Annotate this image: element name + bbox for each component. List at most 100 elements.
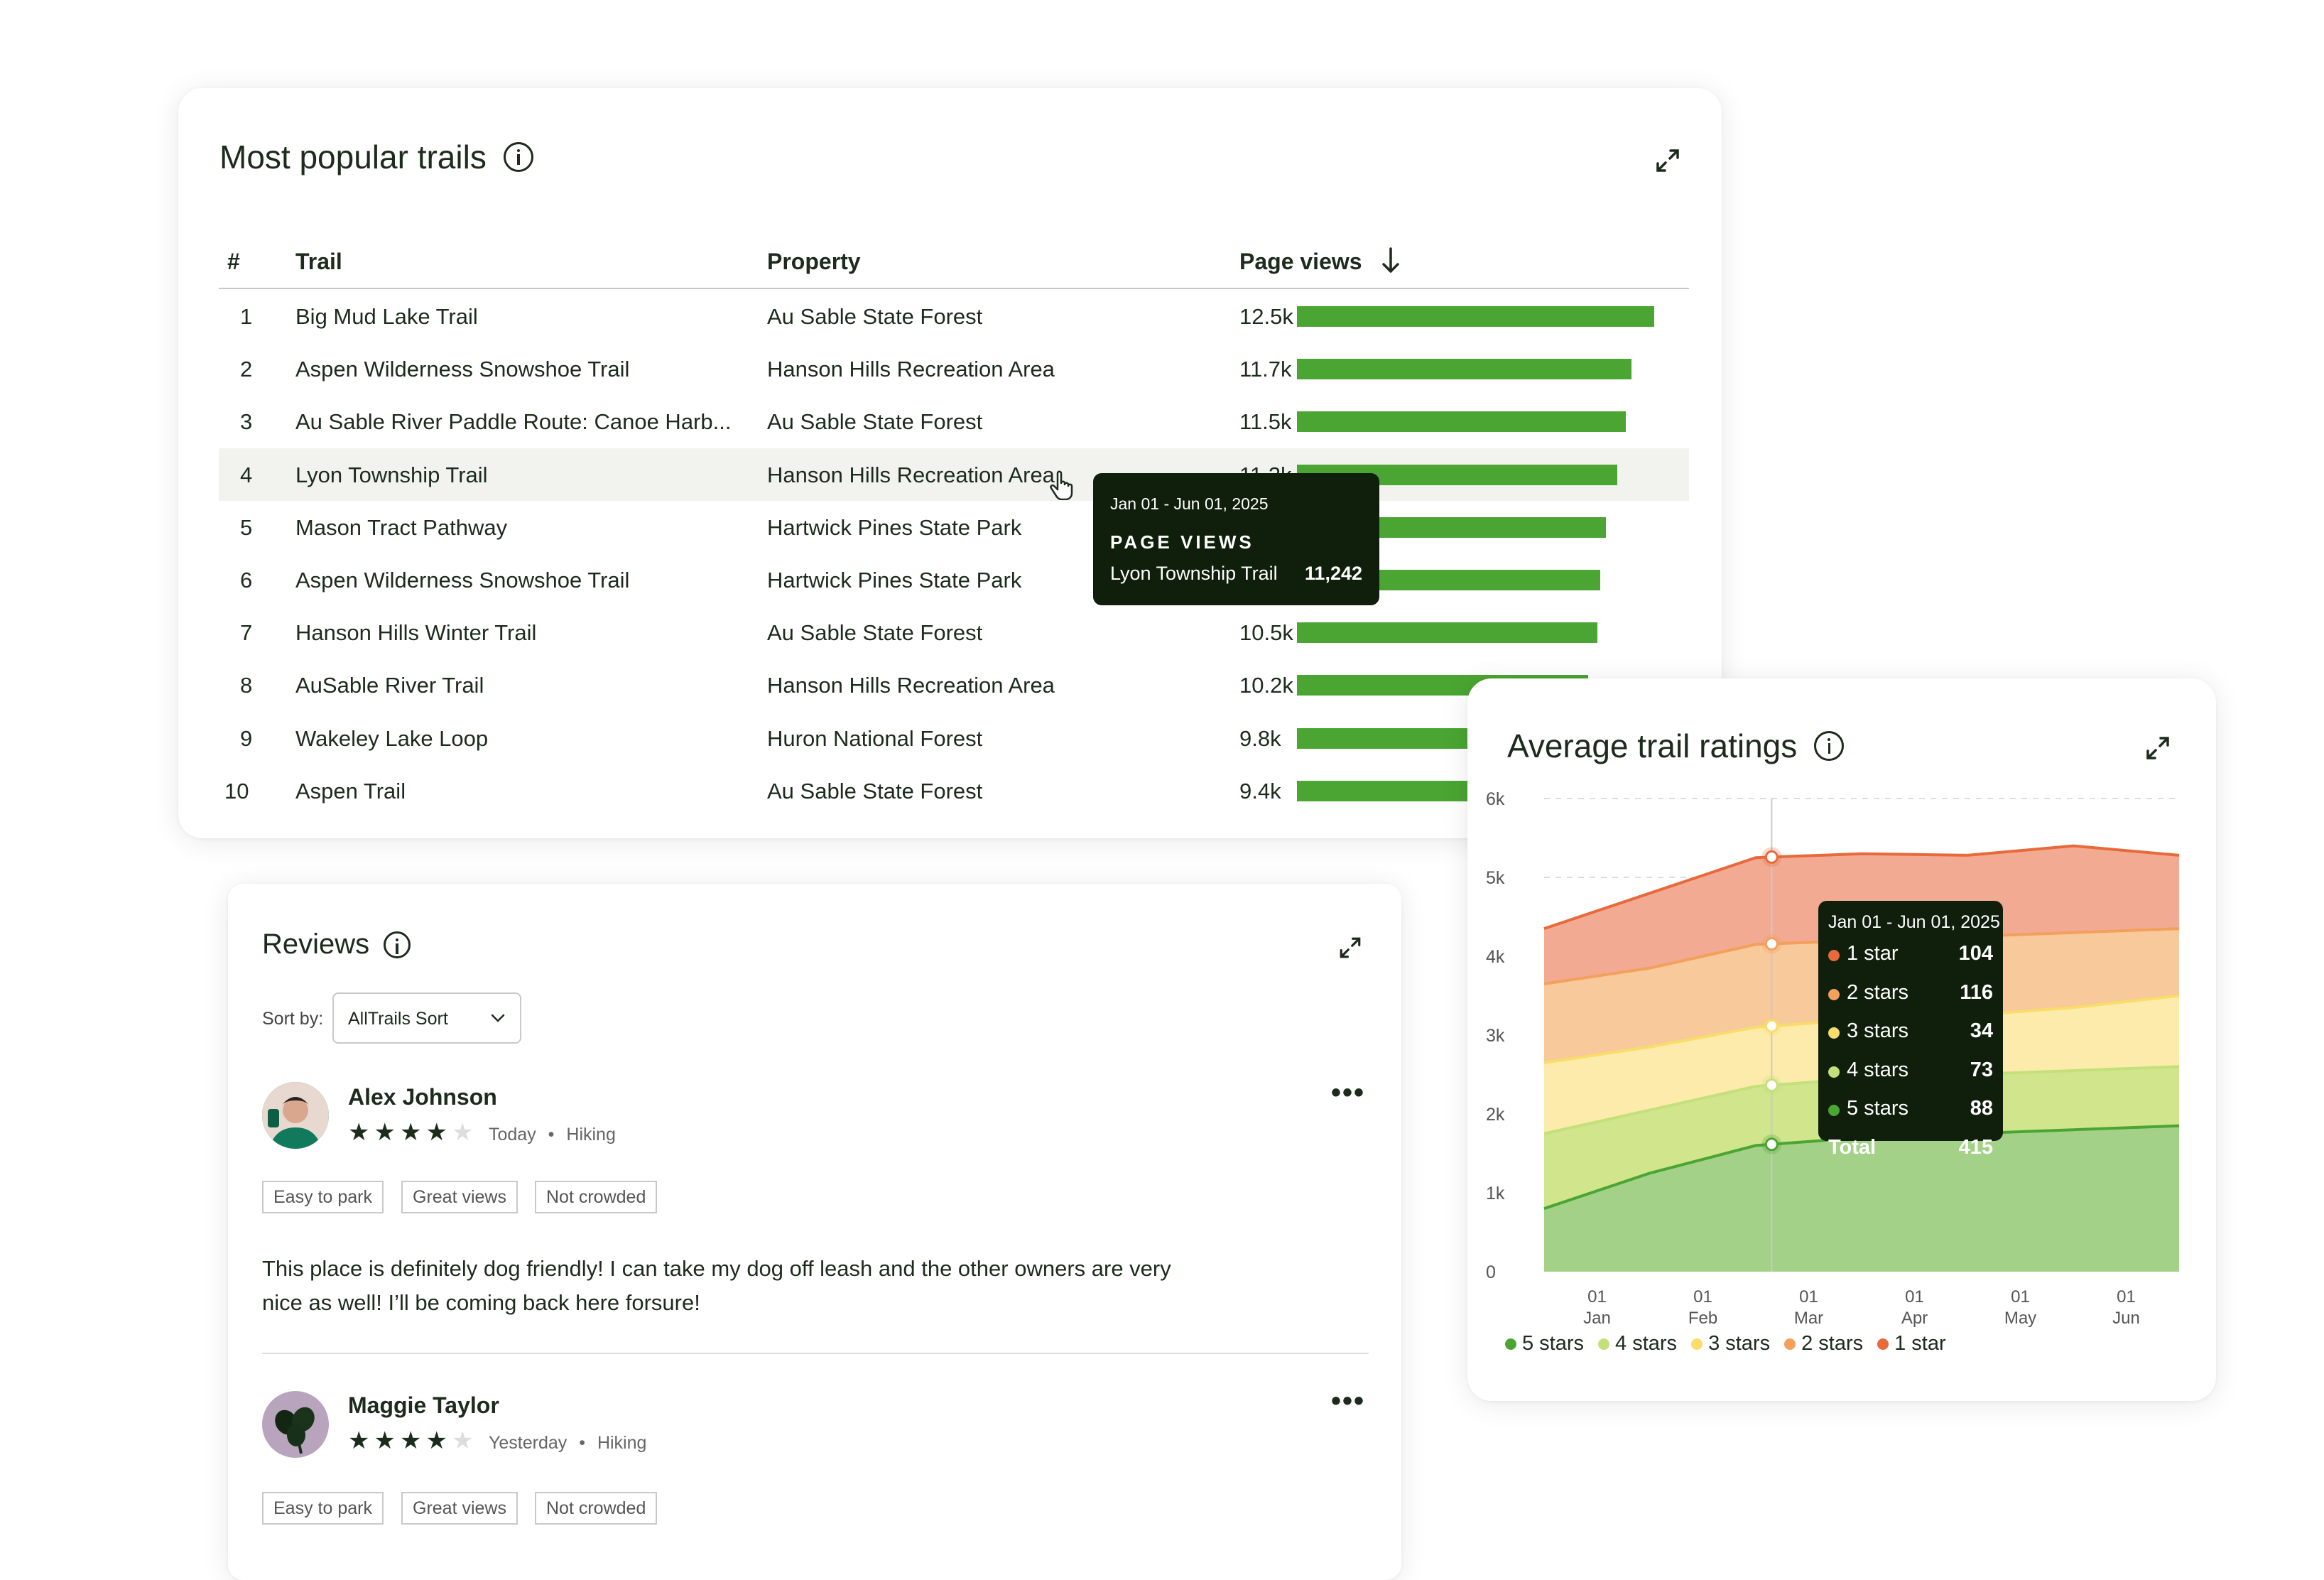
more-options-icon[interactable]: ••• <box>1331 1385 1366 1417</box>
marker-point <box>1764 1078 1779 1092</box>
table-row[interactable]: 2 Aspen Wilderness Snowshoe Trail Hanson H… <box>219 342 1689 395</box>
reviewer-name[interactable]: Alex Johnson <box>348 1084 497 1110</box>
reviews-card: Reviews Sort by: AllTrails Sort Alex Joh… <box>228 884 1401 1580</box>
x-tick-day: 01 <box>1587 1287 1607 1306</box>
more-options-icon[interactable]: ••• <box>1331 1077 1366 1108</box>
legend-dot <box>1691 1338 1703 1350</box>
legend-item[interactable]: 5 stars <box>1505 1332 1584 1356</box>
series-line-1-star <box>1543 844 2180 931</box>
page-views-bar[interactable] <box>1297 622 1597 644</box>
info-icon[interactable] <box>1814 731 1845 761</box>
legend-dot <box>1598 1338 1610 1350</box>
table-row[interactable]: 8 AuSable River Trail Hanson Hills Recreat… <box>219 659 1689 711</box>
row-page-views: 11.5k <box>1239 409 1292 435</box>
row-property: Au Sable State Forest <box>767 620 983 646</box>
chevron-down-icon <box>491 1014 505 1022</box>
star-empty-icon: ★ <box>451 1427 474 1454</box>
legend-item[interactable]: 3 stars <box>1691 1332 1770 1356</box>
y-tick-label: 6k <box>1486 789 1505 809</box>
review-meta: Yesterday • Hiking <box>489 1433 647 1453</box>
legend-dot <box>1505 1338 1516 1350</box>
page-views-header[interactable]: Page views <box>1239 249 1362 274</box>
table-row[interactable]: 3 Au Sable River Paddle Route: Canoe Harb… <box>219 395 1689 448</box>
x-tick-day: 01 <box>1799 1287 1818 1306</box>
tooltip-series-label: 4 stars <box>1847 1058 1909 1081</box>
star-icon: ★ <box>425 1119 447 1146</box>
ratings-tooltip: Jan 01 - Jun 01, 2025 1 star 104 2 stars 11… <box>1818 901 2003 1159</box>
y-tick-label: 1k <box>1486 1184 1505 1203</box>
sort-by-label: Sort by: <box>262 1009 324 1029</box>
x-tick-month: Jan <box>1583 1309 1611 1328</box>
x-tick-month: Jun <box>2112 1309 2140 1328</box>
popular-trails-card: Most popular trails # Trail Property Pag… <box>178 88 1722 838</box>
y-tick-label: 4k <box>1486 947 1505 967</box>
x-tick-month: Apr <box>1901 1309 1928 1328</box>
expand-icon[interactable] <box>2142 732 2173 764</box>
table-row[interactable]: 4 Lyon Township Trail Hanson Hills Recreat… <box>219 448 1689 501</box>
page-views-bar[interactable] <box>1297 411 1626 433</box>
x-tick-month: Mar <box>1794 1309 1823 1328</box>
marker-point <box>1764 1137 1779 1152</box>
tooltip-series-value: 34 <box>1970 1019 1993 1042</box>
hand-cursor-icon <box>1050 470 1073 500</box>
tooltip-series-label: 5 stars <box>1847 1097 1909 1120</box>
legend-item[interactable]: 1 star <box>1877 1332 1946 1356</box>
row-rank: 2 <box>240 357 253 382</box>
avatar[interactable] <box>262 1391 329 1458</box>
reviewer-name[interactable]: Maggie Taylor <box>348 1392 499 1418</box>
review-meta: Today • Hiking <box>489 1125 616 1145</box>
legend-label: 2 stars <box>1801 1332 1864 1355</box>
table-row[interactable]: 5 Mason Tract Pathway Hartwick Pines State… <box>219 501 1689 553</box>
reviews-title: Reviews <box>262 929 411 961</box>
review-tag: Easy to park <box>262 1492 384 1525</box>
legend-dot <box>1828 988 1840 1000</box>
row-trail-name: Au Sable River Paddle Route: Canoe Harb.… <box>295 409 732 435</box>
review-tag: Great views <box>401 1492 518 1525</box>
sort-select[interactable]: AllTrails Sort <box>332 992 521 1044</box>
page-views-bar[interactable] <box>1297 359 1631 380</box>
legend-dot <box>1828 1066 1840 1078</box>
review-divider <box>262 1353 1369 1354</box>
avatar[interactable] <box>262 1082 329 1149</box>
row-trail-name: Aspen Trail <box>295 778 406 803</box>
tooltip-total-label: Total <box>1828 1135 1877 1159</box>
star-icon: ★ <box>399 1119 422 1146</box>
row-page-views: 9.4k <box>1239 778 1281 803</box>
expand-icon[interactable] <box>1336 934 1364 962</box>
table-row[interactable]: 1 Big Mud Lake Trail Au Sable State Forest… <box>219 290 1689 342</box>
row-trail-name: Lyon Township Trail <box>295 462 488 487</box>
sort-desc-arrow-icon[interactable] <box>1380 246 1401 276</box>
marker-point <box>1764 1019 1779 1033</box>
legend-label: 1 star <box>1894 1332 1946 1355</box>
info-icon[interactable] <box>384 931 411 958</box>
row-trail-name: Mason Tract Pathway <box>295 514 508 540</box>
star-icon: ★ <box>374 1119 396 1146</box>
popular-trails-title: Most popular trails <box>219 138 533 176</box>
review-tag: Not crowded <box>535 1492 658 1525</box>
legend-dot <box>1784 1338 1796 1350</box>
expand-icon[interactable] <box>1652 145 1683 176</box>
page-views-tooltip: Jan 01 - Jun 01, 2025 PAGE VIEWS Lyon To… <box>1093 473 1379 605</box>
row-property: Hartwick Pines State Park <box>767 568 1022 592</box>
trail-header[interactable]: Trail <box>295 249 342 274</box>
tooltip-total-value: 415 <box>1958 1135 1993 1159</box>
x-tick-month: Feb <box>1688 1309 1717 1328</box>
legend-item[interactable]: 2 stars <box>1784 1332 1863 1356</box>
property-header[interactable]: Property <box>767 249 861 274</box>
star-icon: ★ <box>348 1427 370 1454</box>
row-trail-name: Wakeley Lake Loop <box>295 725 489 751</box>
row-rank: 1 <box>240 304 253 329</box>
star-icon: ★ <box>399 1427 422 1454</box>
row-rank: 6 <box>240 568 253 592</box>
info-icon[interactable] <box>503 142 533 172</box>
row-rank: 5 <box>240 514 253 540</box>
trail-ratings-title: Average trail ratings <box>1507 727 1845 765</box>
page-views-bar[interactable] <box>1297 306 1654 327</box>
y-tick-label: 2k <box>1486 1105 1505 1125</box>
row-rank: 10 <box>224 778 249 803</box>
star-icon: ★ <box>374 1427 396 1454</box>
legend-dot <box>1828 1105 1840 1116</box>
legend-item[interactable]: 4 stars <box>1598 1332 1677 1356</box>
table-row[interactable]: 6 Aspen Wilderness Snowshoe Trail Hartwick… <box>219 553 1689 606</box>
table-row[interactable]: 7 Hanson Hills Winter Trail Au Sable State… <box>219 606 1689 659</box>
